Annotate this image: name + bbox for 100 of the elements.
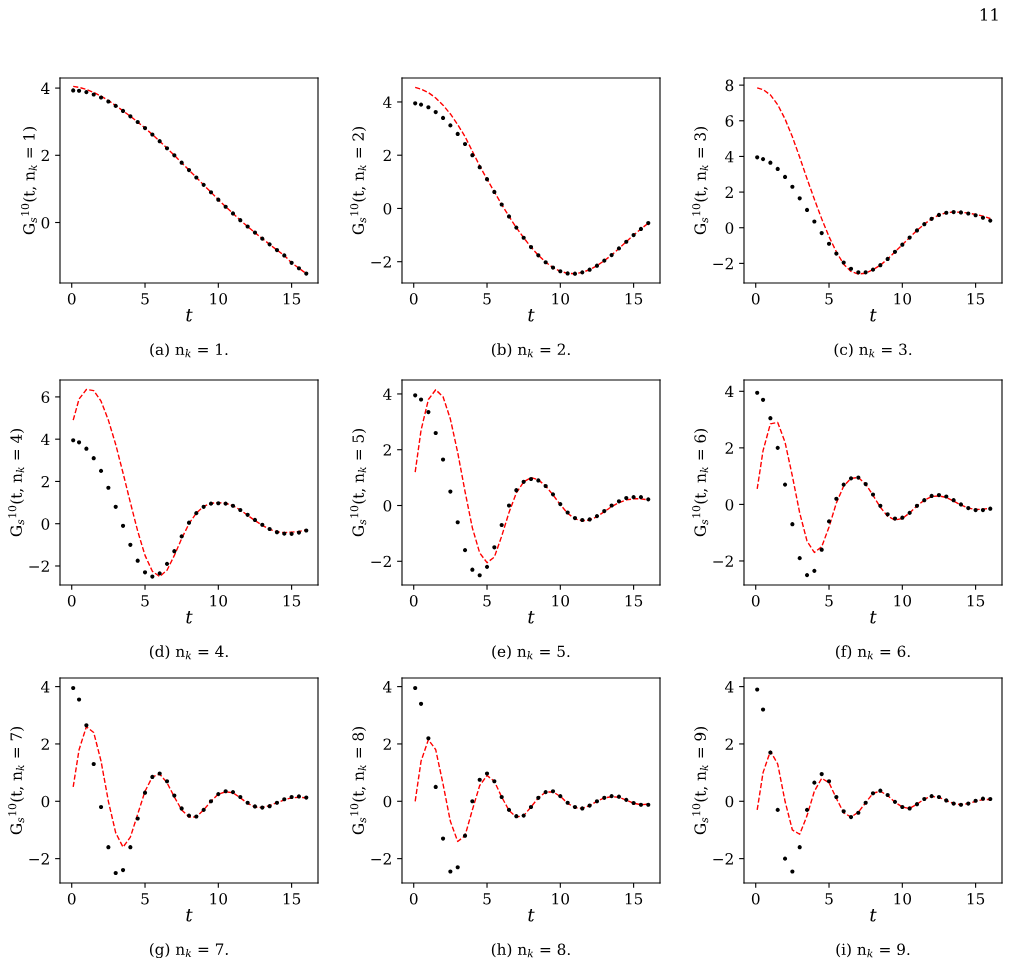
point (958, 802, 964, 807)
y-axis-title: G$_{s}$$^{10}$(t, n$_{k}$ = 3) (692, 127, 709, 235)
point (440, 836, 446, 841)
point (76, 697, 82, 702)
point (572, 271, 578, 276)
point (274, 530, 280, 535)
point (91, 92, 96, 97)
y-tick-label: −2 (29, 560, 49, 572)
point (201, 182, 206, 187)
point (230, 790, 236, 795)
x-tick-label: 0 (67, 594, 76, 607)
point (936, 794, 942, 800)
point (988, 506, 993, 511)
y-tick-label: −2 (713, 257, 733, 270)
point (135, 558, 140, 563)
point (433, 109, 438, 115)
x-axis-title: t (528, 908, 535, 922)
point (760, 707, 766, 712)
x-tick-label: 15 (625, 892, 643, 905)
x-tick-label: 0 (751, 892, 760, 905)
point (499, 794, 504, 800)
point (638, 495, 644, 500)
x-tick-label: 10 (894, 292, 912, 305)
point (194, 511, 199, 516)
point (797, 845, 802, 850)
point (914, 503, 920, 508)
point (455, 865, 460, 870)
point (142, 125, 148, 131)
point (164, 561, 170, 566)
point (587, 267, 592, 272)
point (966, 506, 971, 511)
point (775, 807, 780, 812)
y-tick-label: 4 (383, 96, 392, 108)
point (106, 845, 111, 850)
point (834, 794, 839, 800)
y-tick-label: 4 (41, 82, 50, 94)
line-series (414, 738, 649, 843)
point (848, 476, 854, 481)
point (543, 790, 548, 795)
point (477, 165, 482, 170)
y-tick-label: 2 (383, 444, 391, 456)
point (609, 794, 614, 799)
line-series (756, 87, 991, 275)
point (804, 807, 810, 812)
point (760, 157, 766, 162)
point (164, 146, 170, 151)
line-series (756, 750, 991, 835)
point (646, 221, 651, 226)
point (223, 789, 228, 794)
y-axis-title: G$_{s}$$^{10}$(t, n$_{k}$ = 7) (8, 727, 25, 835)
x-tick-label: 5 (483, 293, 491, 305)
x-tick-label: 15 (283, 892, 301, 905)
y-tick-label: 6 (41, 391, 50, 403)
x-tick-label: 10 (210, 892, 228, 905)
point (113, 870, 118, 876)
x-tick-label: 0 (409, 292, 418, 305)
point (863, 270, 868, 275)
point (106, 485, 111, 490)
point (558, 269, 563, 274)
point (492, 189, 497, 195)
point (201, 807, 206, 812)
y-axis-title: G$_{s}$$^{10}$(t, n$_{k}$ = 2) (350, 127, 367, 235)
point (274, 800, 280, 805)
point (484, 771, 490, 776)
point (550, 789, 556, 794)
point (812, 568, 817, 573)
point (506, 807, 512, 812)
point (274, 247, 280, 253)
x-tick-label: 5 (141, 293, 149, 305)
point (775, 445, 780, 450)
x-tick-label: 0 (409, 594, 418, 607)
point (418, 701, 424, 706)
point (289, 531, 294, 536)
y-tick-label: 2 (725, 186, 733, 198)
point (944, 494, 949, 499)
y-tick-label: 0 (383, 795, 392, 808)
point (455, 131, 460, 136)
y-tick-label: −2 (371, 555, 391, 568)
point (885, 512, 890, 517)
point (638, 802, 644, 807)
point (186, 520, 192, 525)
x-tick-label: 0 (751, 292, 760, 305)
point (834, 496, 839, 501)
point (892, 516, 898, 521)
point (782, 856, 788, 861)
point (514, 814, 519, 819)
point (289, 260, 294, 265)
point (252, 517, 258, 522)
point (238, 218, 243, 223)
point (470, 567, 475, 572)
point (201, 504, 206, 509)
x-tick-label: 15 (283, 594, 301, 607)
x-axis-title: t (186, 610, 193, 624)
y-tick-label: 0 (383, 499, 392, 512)
point (462, 548, 468, 553)
point (936, 212, 942, 217)
point (84, 90, 89, 95)
y-tick-label: 4 (41, 681, 50, 693)
point (631, 232, 636, 238)
point (289, 794, 294, 800)
